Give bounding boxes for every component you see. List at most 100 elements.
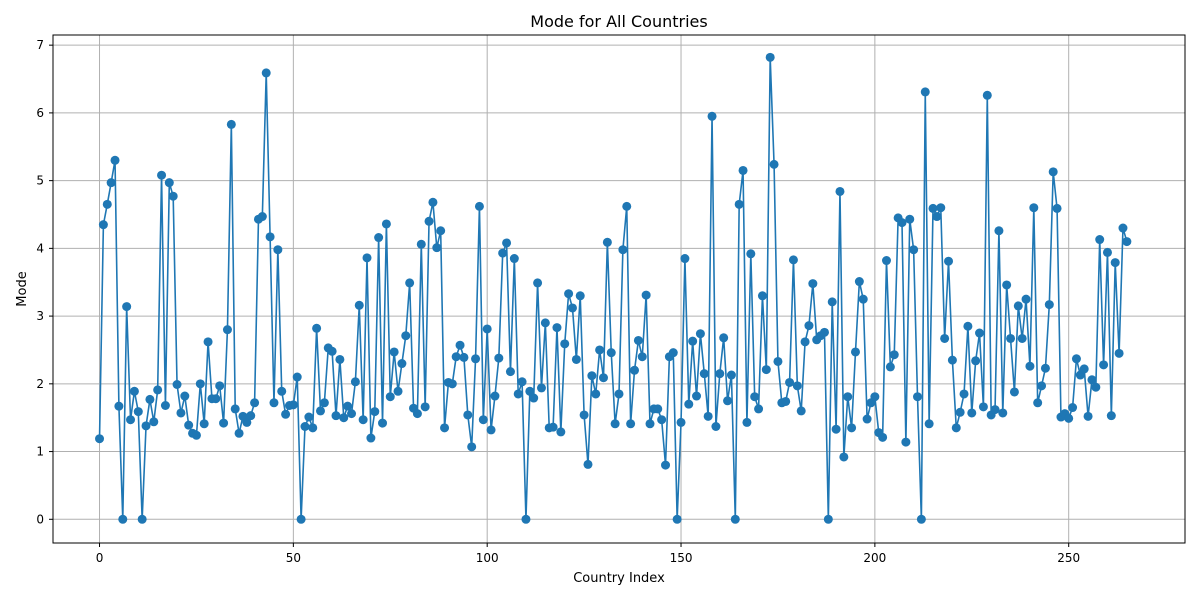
data-point <box>1052 203 1062 213</box>
data-point <box>971 356 981 366</box>
data-point <box>843 392 853 402</box>
data-point <box>688 336 698 346</box>
data-point <box>106 178 116 188</box>
data-point <box>963 321 973 331</box>
y-tick-label: 7 <box>36 38 44 52</box>
data-point <box>319 398 329 408</box>
data-point <box>746 249 756 259</box>
data-point <box>463 410 473 420</box>
data-point <box>1079 364 1089 374</box>
x-tick-label: 100 <box>476 551 499 565</box>
data-point <box>335 354 345 364</box>
data-point <box>416 239 426 249</box>
data-point <box>1114 348 1124 358</box>
data-point <box>975 328 985 338</box>
data-point <box>556 427 566 437</box>
data-point <box>583 459 593 469</box>
x-tick-label: 200 <box>863 551 886 565</box>
data-point <box>1029 203 1039 213</box>
data-point <box>164 178 174 188</box>
data-point <box>575 291 585 301</box>
data-point <box>428 197 438 207</box>
data-point <box>1025 361 1035 371</box>
data-point <box>788 255 798 265</box>
series-line <box>98 56 1128 521</box>
data-point <box>300 422 310 431</box>
data-point <box>858 294 868 304</box>
data-point <box>312 323 322 333</box>
data-point <box>471 354 481 364</box>
data-point <box>110 155 120 165</box>
data-point <box>397 359 407 369</box>
y-tick-label: 3 <box>36 309 44 323</box>
data-point <box>913 392 923 402</box>
data-point <box>703 411 713 421</box>
data-point <box>785 377 795 387</box>
data-point <box>269 398 279 408</box>
chart-title: Mode for All Countries <box>530 12 707 31</box>
data-point <box>133 407 143 417</box>
data-point <box>525 386 535 396</box>
data-point <box>160 401 170 410</box>
data-point <box>835 186 845 196</box>
data-point <box>366 433 376 443</box>
data-point <box>637 352 647 362</box>
data-point <box>250 398 260 408</box>
plot-frame <box>52 34 1186 544</box>
data-point <box>536 383 546 393</box>
x-axis-label: Country Index <box>573 571 665 586</box>
data-point <box>273 245 283 255</box>
data-point <box>959 389 969 399</box>
data-point <box>560 339 570 349</box>
data-point <box>296 514 306 524</box>
data-point <box>172 380 182 389</box>
data-point <box>350 377 360 387</box>
data-point <box>1002 280 1012 290</box>
data-point <box>567 303 577 313</box>
data-point <box>998 408 1008 418</box>
data-point <box>994 226 1004 236</box>
data-point <box>327 346 337 356</box>
data-point <box>1040 363 1050 373</box>
data-point <box>548 422 558 432</box>
data-point <box>1044 300 1054 310</box>
data-point <box>1048 167 1058 177</box>
data-point <box>1021 294 1031 304</box>
data-point <box>804 321 814 331</box>
data-point <box>343 401 353 411</box>
data-point <box>982 90 992 100</box>
data-point <box>808 279 818 289</box>
data-point <box>486 425 496 435</box>
data-point <box>602 237 612 247</box>
data-point <box>176 408 186 418</box>
data-point <box>695 329 705 339</box>
data-point <box>1068 403 1078 413</box>
data-point <box>308 423 318 433</box>
data-point <box>242 417 252 427</box>
data-point <box>579 410 589 420</box>
data-point <box>412 409 422 419</box>
data-point <box>122 302 132 312</box>
data-point <box>257 212 267 222</box>
data-point <box>141 421 151 431</box>
data-point <box>878 432 888 442</box>
data-point <box>750 392 760 402</box>
data-point <box>870 392 880 402</box>
data-point <box>897 218 907 228</box>
data-point <box>98 220 108 230</box>
data-point <box>490 391 500 401</box>
data-point <box>932 212 942 222</box>
data-point <box>719 333 729 343</box>
data-point <box>1106 411 1116 421</box>
data-point <box>606 348 616 358</box>
data-point <box>885 362 895 372</box>
data-point <box>234 428 244 438</box>
data-point <box>850 347 860 357</box>
data-point <box>459 352 469 362</box>
data-point <box>940 333 950 343</box>
data-point <box>362 253 372 263</box>
data-point <box>265 232 275 242</box>
data-point <box>339 413 349 423</box>
data-point <box>618 245 628 255</box>
data-point <box>831 424 841 434</box>
